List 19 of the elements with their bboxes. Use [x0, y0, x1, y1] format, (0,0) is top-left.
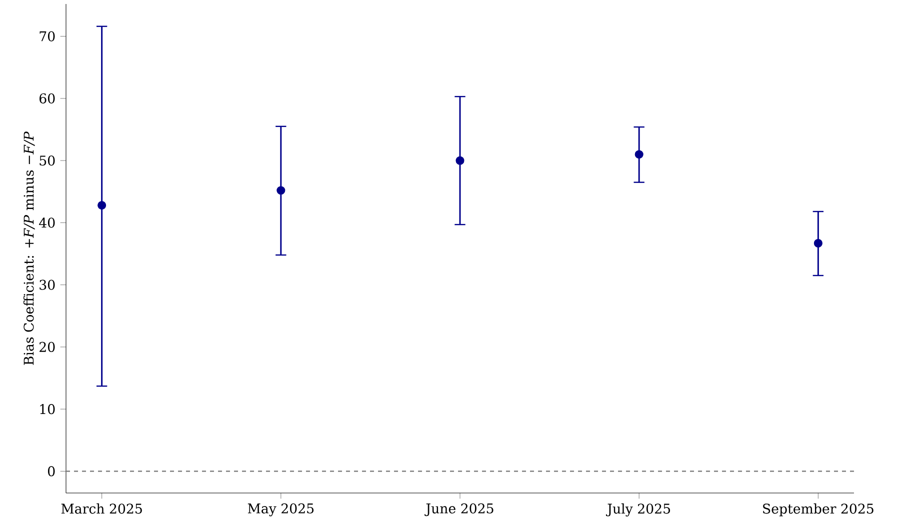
x-tick-label: March 2025 [61, 503, 142, 514]
x-tick-label: July 2025 [606, 503, 670, 516]
y-tick-label: 70 [40, 31, 55, 42]
y-tick-label: 20 [40, 342, 55, 352]
y-tick-label: 10 [40, 404, 55, 414]
point [456, 156, 464, 165]
y-axis-title: Bias Coefficient: +F/P minus −F/P [23, 132, 35, 365]
y-tick-label: 40 [39, 218, 55, 228]
x-tick-label: September 2025 [763, 503, 874, 516]
y-tick-label: 30 [40, 280, 55, 290]
point [276, 186, 286, 195]
point [634, 150, 644, 159]
y-tick-label: 50 [40, 156, 55, 166]
x-tick-label: June 2025 [424, 503, 494, 516]
y-tick-label: 0 [48, 466, 55, 476]
y-tick-label: 60 [40, 93, 55, 104]
point [98, 201, 106, 210]
x-tick-label: May 2025 [248, 503, 314, 516]
point [814, 238, 822, 248]
